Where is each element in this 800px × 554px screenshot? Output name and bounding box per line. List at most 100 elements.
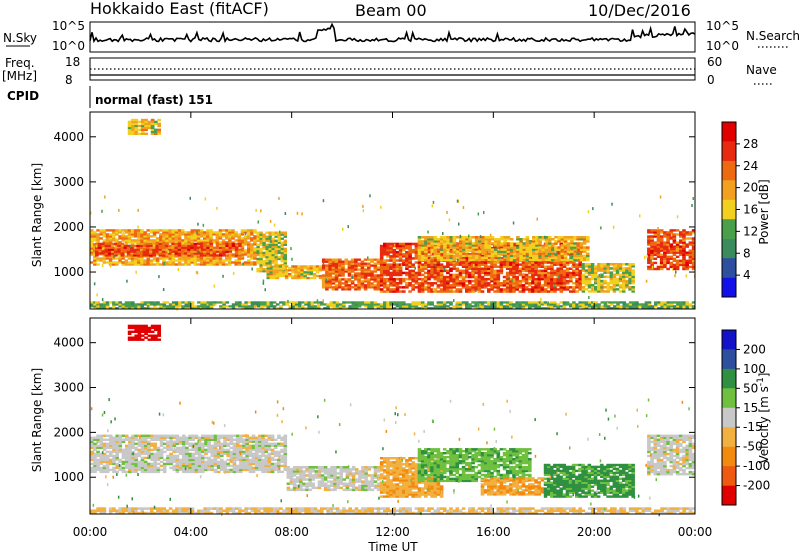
heatmap-cell: [414, 242, 419, 246]
heatmap-cell: [540, 307, 545, 310]
heatmap-cell: [99, 303, 104, 306]
heatmap-cell: [427, 244, 431, 247]
heatmap-cell: [154, 120, 158, 124]
heatmap-cell: [499, 267, 504, 270]
heatmap-cell: [266, 307, 271, 310]
heatmap-cell: [247, 241, 251, 244]
heatmap-cell: [414, 307, 419, 310]
heatmap-cell: [228, 250, 233, 253]
heatmap-cell: [521, 303, 526, 306]
heatmap-cell: [449, 263, 453, 266]
heatmap-cell: [370, 284, 374, 287]
heatmap-cell: [140, 462, 145, 466]
heatmap-cell: [612, 290, 617, 293]
heatmap-cell: [165, 253, 169, 256]
heatmap-cell: [490, 254, 495, 258]
heatmap-cell: [165, 244, 169, 247]
heatmap-cell: [108, 301, 113, 304]
heatmap-cell: [618, 279, 623, 283]
heatmap-cell: [203, 252, 207, 255]
heatmap-cell: [334, 268, 339, 271]
heatmap-cell: [171, 307, 176, 310]
heatmap-cell: [354, 272, 358, 275]
heatmap-cell: [468, 307, 472, 310]
heatmap-cell: [398, 277, 403, 281]
heatmap-cell: [622, 290, 626, 293]
heatmap-cell: [206, 229, 210, 232]
heatmap-cell: [312, 269, 317, 272]
heatmap-cell: [363, 268, 368, 271]
heatmap-cell: [663, 241, 667, 244]
heatmap-cell: [609, 275, 614, 279]
heatmap-cell: [165, 242, 169, 245]
heatmap-cell: [341, 270, 345, 273]
heatmap-cell: [546, 282, 551, 285]
heatmap-cell: [537, 244, 541, 248]
heatmap-cell: [272, 274, 277, 278]
heatmap-cell: [121, 307, 126, 310]
heatmap-cell: [376, 303, 381, 306]
heatmap-cell: [386, 284, 390, 287]
heatmap-speckle: [90, 211, 92, 215]
heatmap-cell: [379, 269, 384, 273]
heatmap-cell: [130, 243, 135, 246]
heatmap-cell: [386, 248, 390, 252]
heatmap-cell: [682, 253, 686, 256]
heatmap-cell: [405, 286, 409, 289]
heatmap-cell: [96, 257, 100, 260]
heatmap-cell: [104, 250, 109, 253]
heatmap-cell: [471, 236, 476, 239]
heatmap-cell: [480, 286, 485, 289]
heatmap-speckle: [537, 301, 539, 305]
heatmap-cell: [578, 282, 582, 285]
heatmap-cell: [124, 261, 128, 264]
heatmap-cell: [459, 254, 463, 258]
heatmap-cell: [653, 249, 658, 252]
heatmap-cell: [586, 248, 590, 251]
heatmap-cell: [569, 275, 573, 279]
heatmap-cell: [367, 270, 371, 273]
heatmap-cell: [424, 255, 428, 258]
heatmap-cell: [274, 249, 278, 253]
heatmap-cell: [269, 276, 273, 280]
heatmap-cell: [417, 252, 422, 255]
heatmap-cell: [402, 290, 406, 293]
heatmap-cell: [137, 460, 142, 464]
heatmap-cell: [480, 271, 485, 275]
heatmap-cell: [354, 303, 359, 306]
heatmap-cell: [134, 122, 139, 126]
heatmap-cell: [398, 282, 403, 285]
heatmap-cell: [471, 290, 475, 293]
heatmap-cell: [603, 271, 607, 274]
heatmap-cell: [420, 236, 425, 239]
heatmap-cell: [672, 235, 677, 238]
heatmap-cell: [259, 255, 263, 259]
heatmap-cell: [414, 279, 419, 283]
heatmap-cell: [420, 282, 425, 285]
heatmap-cell: [506, 242, 511, 245]
heatmap-cell: [547, 250, 552, 253]
heatmap-cell: [284, 265, 289, 268]
heatmap-cell: [468, 240, 473, 243]
heatmap-cell: [134, 460, 138, 464]
heatmap-cell: [137, 233, 141, 236]
heatmap-cell: [468, 256, 473, 260]
heatmap-cell: [455, 256, 460, 260]
heatmap-cell: [133, 233, 138, 236]
heatmap-cell: [411, 275, 415, 279]
heatmap-cell: [118, 247, 122, 250]
heatmap-cell: [609, 303, 614, 306]
heatmap-cell: [218, 249, 223, 252]
heatmap-cell: [402, 277, 406, 281]
heatmap-cell: [203, 241, 207, 244]
heatmap-cell: [395, 301, 400, 304]
heatmap-cell: [570, 236, 574, 239]
heatmap-cell: [553, 282, 557, 285]
heatmap-speckle: [483, 211, 485, 214]
heatmap-cell: [625, 271, 629, 274]
heatmap-cell: [420, 240, 425, 243]
heatmap-cell: [455, 273, 460, 277]
heatmap-cell: [131, 307, 135, 310]
noise-line: [89, 22, 696, 44]
heatmap-cell: [331, 268, 336, 271]
